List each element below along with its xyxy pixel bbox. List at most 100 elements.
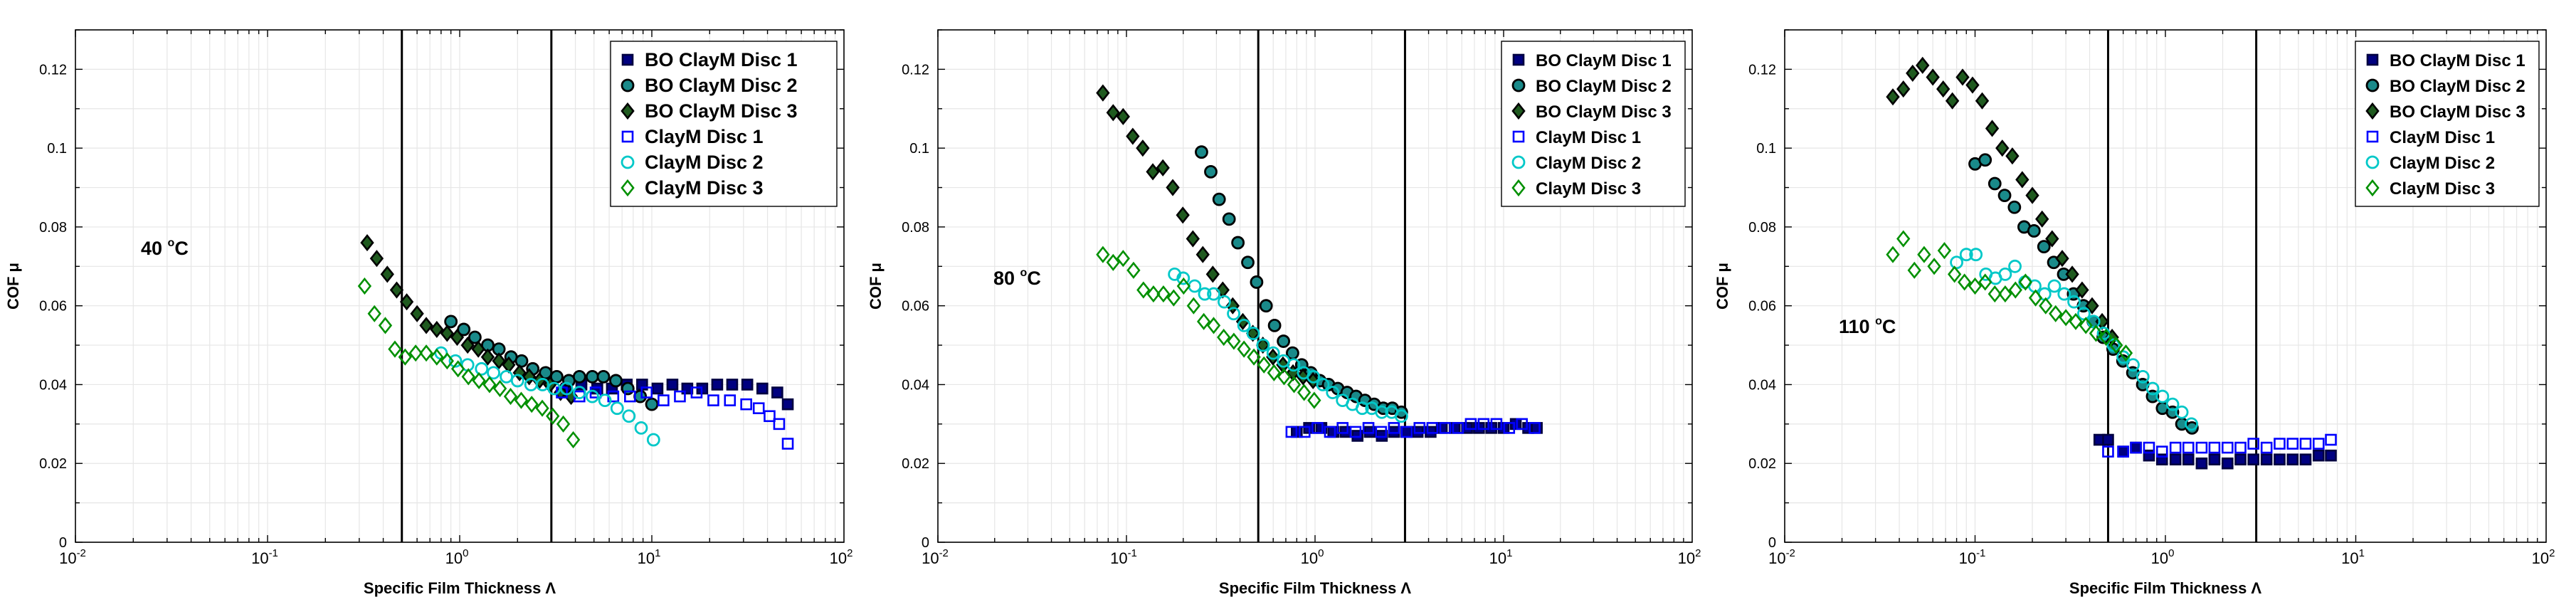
chart-panel-80C: 0 0.02 0.04 0.06 0.08 0.1 0.12 10-2 10-1 100 101 10… [867,29,1701,597]
data-point [1106,253,1120,271]
data-point [460,336,475,354]
data-point [2005,147,2020,165]
data-point [781,398,794,411]
x-tick-label: 10-2 [1768,547,1795,567]
data-point [1355,401,1369,416]
data-point [440,352,454,370]
data-point [1306,371,1320,390]
data-point [1947,265,1962,283]
data-point [2325,433,2337,446]
data-point [1906,64,1920,83]
data-point [1336,422,1349,434]
data-point [1296,368,1310,386]
data-point [1937,242,1952,260]
data-point [1516,418,1528,431]
data-point [440,324,454,342]
legend-label: BO ClayM Disc 2 [645,75,798,96]
data-point [1204,164,1218,179]
y-tick-label: 0 [922,535,929,551]
series-claym-disc-1 [556,386,794,450]
data-point [360,233,374,252]
data-point [1198,287,1212,301]
data-point [610,401,624,416]
temperature-annotation: 110 oC [1839,315,1896,337]
legend-label: ClayM Disc 1 [2390,128,2495,147]
x-tick-label: 101 [2341,547,2365,567]
data-point [658,394,670,406]
data-point [2007,200,2022,214]
data-point [1298,426,1311,438]
data-point [2325,449,2337,462]
data-point [2075,281,2089,299]
data-point [1246,327,1260,340]
data-point [690,386,703,398]
data-point [598,394,612,408]
data-point [1896,230,1911,248]
series-claym-disc-3 [1096,246,1321,409]
data-point [585,369,599,384]
data-point [1452,422,1464,434]
data-point [1227,307,1240,321]
data-point [2221,441,2234,454]
x-tick-label: 102 [1678,547,1701,567]
data-point [2182,441,2195,454]
legend-marker [621,130,634,143]
data-point [536,378,549,391]
data-point [1237,340,1251,358]
data-point [514,354,529,368]
x-tick-label: 100 [1301,547,1324,567]
data-point [1116,107,1130,125]
data-point [2274,438,2286,450]
data-point [2069,312,2083,330]
data-point [1227,332,1241,350]
legend-box [610,41,838,207]
data-point [1969,248,1983,262]
data-point [2049,305,2063,322]
data-point [1166,179,1180,196]
y-tick-label: 0.08 [902,220,929,236]
data-point [1212,192,1226,206]
data-point [674,390,686,403]
data-point [1400,426,1413,438]
data-point [1156,285,1171,303]
legend-label: BO ClayM Disc 1 [1536,51,1672,70]
data-point [2102,445,2114,458]
data-point [2015,171,2029,189]
data-point [1096,84,1110,102]
x-tick-label: 101 [638,547,661,567]
data-point [1324,426,1336,438]
data-point [634,421,648,435]
data-point [1394,405,1408,419]
data-point [1978,273,1992,291]
data-point [1096,246,1110,263]
data-point [1307,391,1321,409]
legend-label: ClayM Disc 2 [645,152,764,173]
legend-label: ClayM Disc 1 [645,126,764,147]
data-point [2175,405,2189,419]
legend-label: ClayM Disc 2 [1536,154,1641,173]
data-point [524,378,538,391]
legend: BO ClayM Disc 1 BO ClayM Disc 2 BO ClayM D… [610,41,838,207]
data-point [2286,438,2299,450]
y-tick-label: 0.1 [909,141,929,157]
x-tick-label: 102 [2532,547,2555,567]
data-point [1388,422,1400,434]
data-point [2039,297,2053,315]
data-point [2155,389,2170,403]
data-point [2247,438,2259,450]
data-point [1176,206,1190,224]
data-point [2286,453,2299,465]
data-point [2221,457,2234,470]
data-point [1477,418,1490,431]
data-point [2106,338,2121,352]
data-point [471,340,485,358]
data-point [1394,409,1408,423]
data-point [1241,255,1255,270]
data-point [2018,273,2033,291]
data-point [1957,273,1972,291]
data-point [503,387,518,406]
data-point [1257,356,1271,374]
data-point [2065,265,2079,283]
legend-label: ClayM Disc 1 [1536,128,1641,147]
